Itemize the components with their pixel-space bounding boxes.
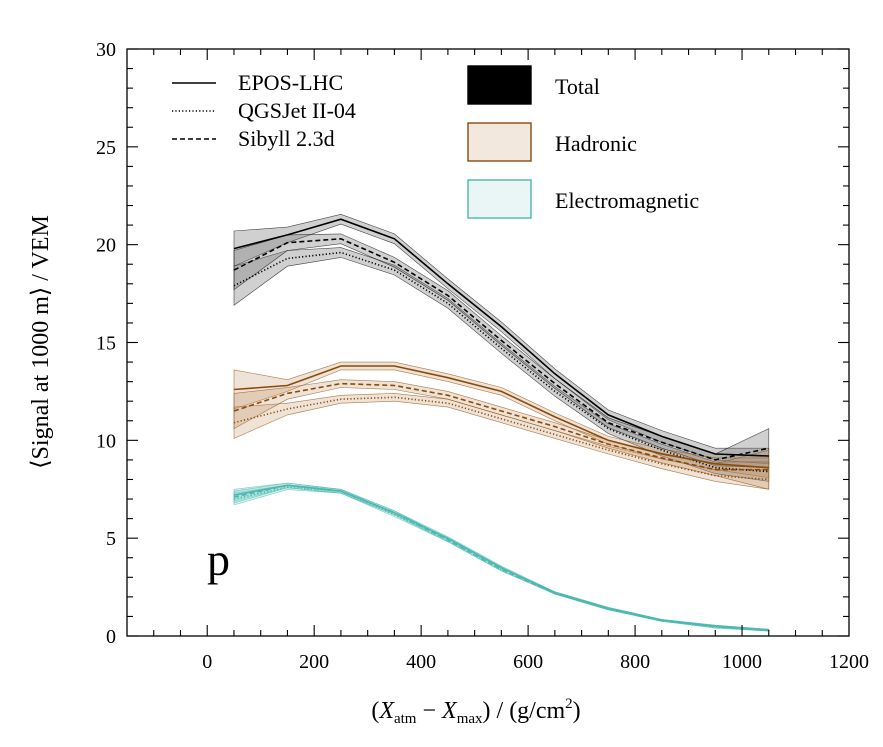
legend-label-sibyll-2-3d: Sibyll 2.3d: [238, 126, 335, 151]
legend-box-total: [467, 65, 532, 105]
y-tick-label: 15: [96, 333, 116, 355]
hadronic-sibyll-2-3d-line: [233, 382, 769, 471]
electromagnetic-sibyll-2-3d-line: [233, 484, 769, 631]
x-tick-label: 1000: [722, 651, 762, 673]
total-epos-lhc-line: [233, 218, 769, 457]
electromagnetic-qgsjet-ii-04-band: [233, 484, 770, 632]
electromagnetic-sibyll-2-3d-band: [233, 482, 770, 632]
x-tick-label: 1200: [829, 651, 869, 673]
legend-label-electromagnetic: Electromagnetic: [555, 188, 699, 213]
x-tick-label: 0: [202, 651, 212, 673]
x-tick-label: 200: [299, 651, 329, 673]
y-tick-label: 0: [106, 626, 116, 648]
legend: EPOS-LHC QGSJet II-04 Sibyll 2.3d Total Hadr…: [172, 65, 699, 219]
uncertainty-bands: [233, 213, 770, 632]
y-tick-label: 5: [106, 528, 116, 550]
series-lines: [233, 218, 769, 631]
legend-label-hadronic: Hadronic: [555, 131, 637, 156]
x-axis-title: (Xatm − Xmax) / (g/cm2): [371, 696, 580, 727]
axes: 0 200 400 600 800 1000 1200 0 5 10 15 20 25 30: [96, 39, 869, 673]
total-qgsjet-ii-04-line: [233, 251, 769, 473]
y-axis-title: ⟨Signal at 1000 m⟩ / VEM: [28, 215, 54, 469]
y-tick-label: 30: [96, 39, 116, 61]
hadronic-qgsjet-ii-04-line: [233, 396, 769, 481]
total-sibyll-2-3d-line: [233, 237, 769, 461]
y-tick-label: 10: [96, 430, 116, 452]
electromagnetic-qgsjet-ii-04-line: [233, 486, 769, 631]
legend-label-epos-lhc: EPOS-LHC: [238, 70, 343, 95]
hadronic-sibyll-2-3d-band: [233, 379, 770, 490]
legend-box-hadronic: [467, 122, 532, 162]
x-tick-label: 800: [620, 651, 650, 673]
panel-label: p: [207, 534, 230, 585]
x-tick-label: 600: [513, 651, 543, 673]
legend-label-qgsjet-ii-04: QGSJet II-04: [238, 98, 356, 123]
legend-label-total: Total: [555, 74, 600, 99]
electromagnetic-epos-lhc-band: [233, 482, 770, 632]
legend-box-electromagnetic: [467, 179, 532, 219]
y-tick-label: 20: [96, 235, 116, 257]
hadronic-epos-lhc-line: [233, 365, 769, 469]
y-tick-label: 25: [96, 137, 116, 159]
electromagnetic-epos-lhc-line: [233, 484, 769, 631]
x-tick-label: 400: [406, 651, 436, 673]
